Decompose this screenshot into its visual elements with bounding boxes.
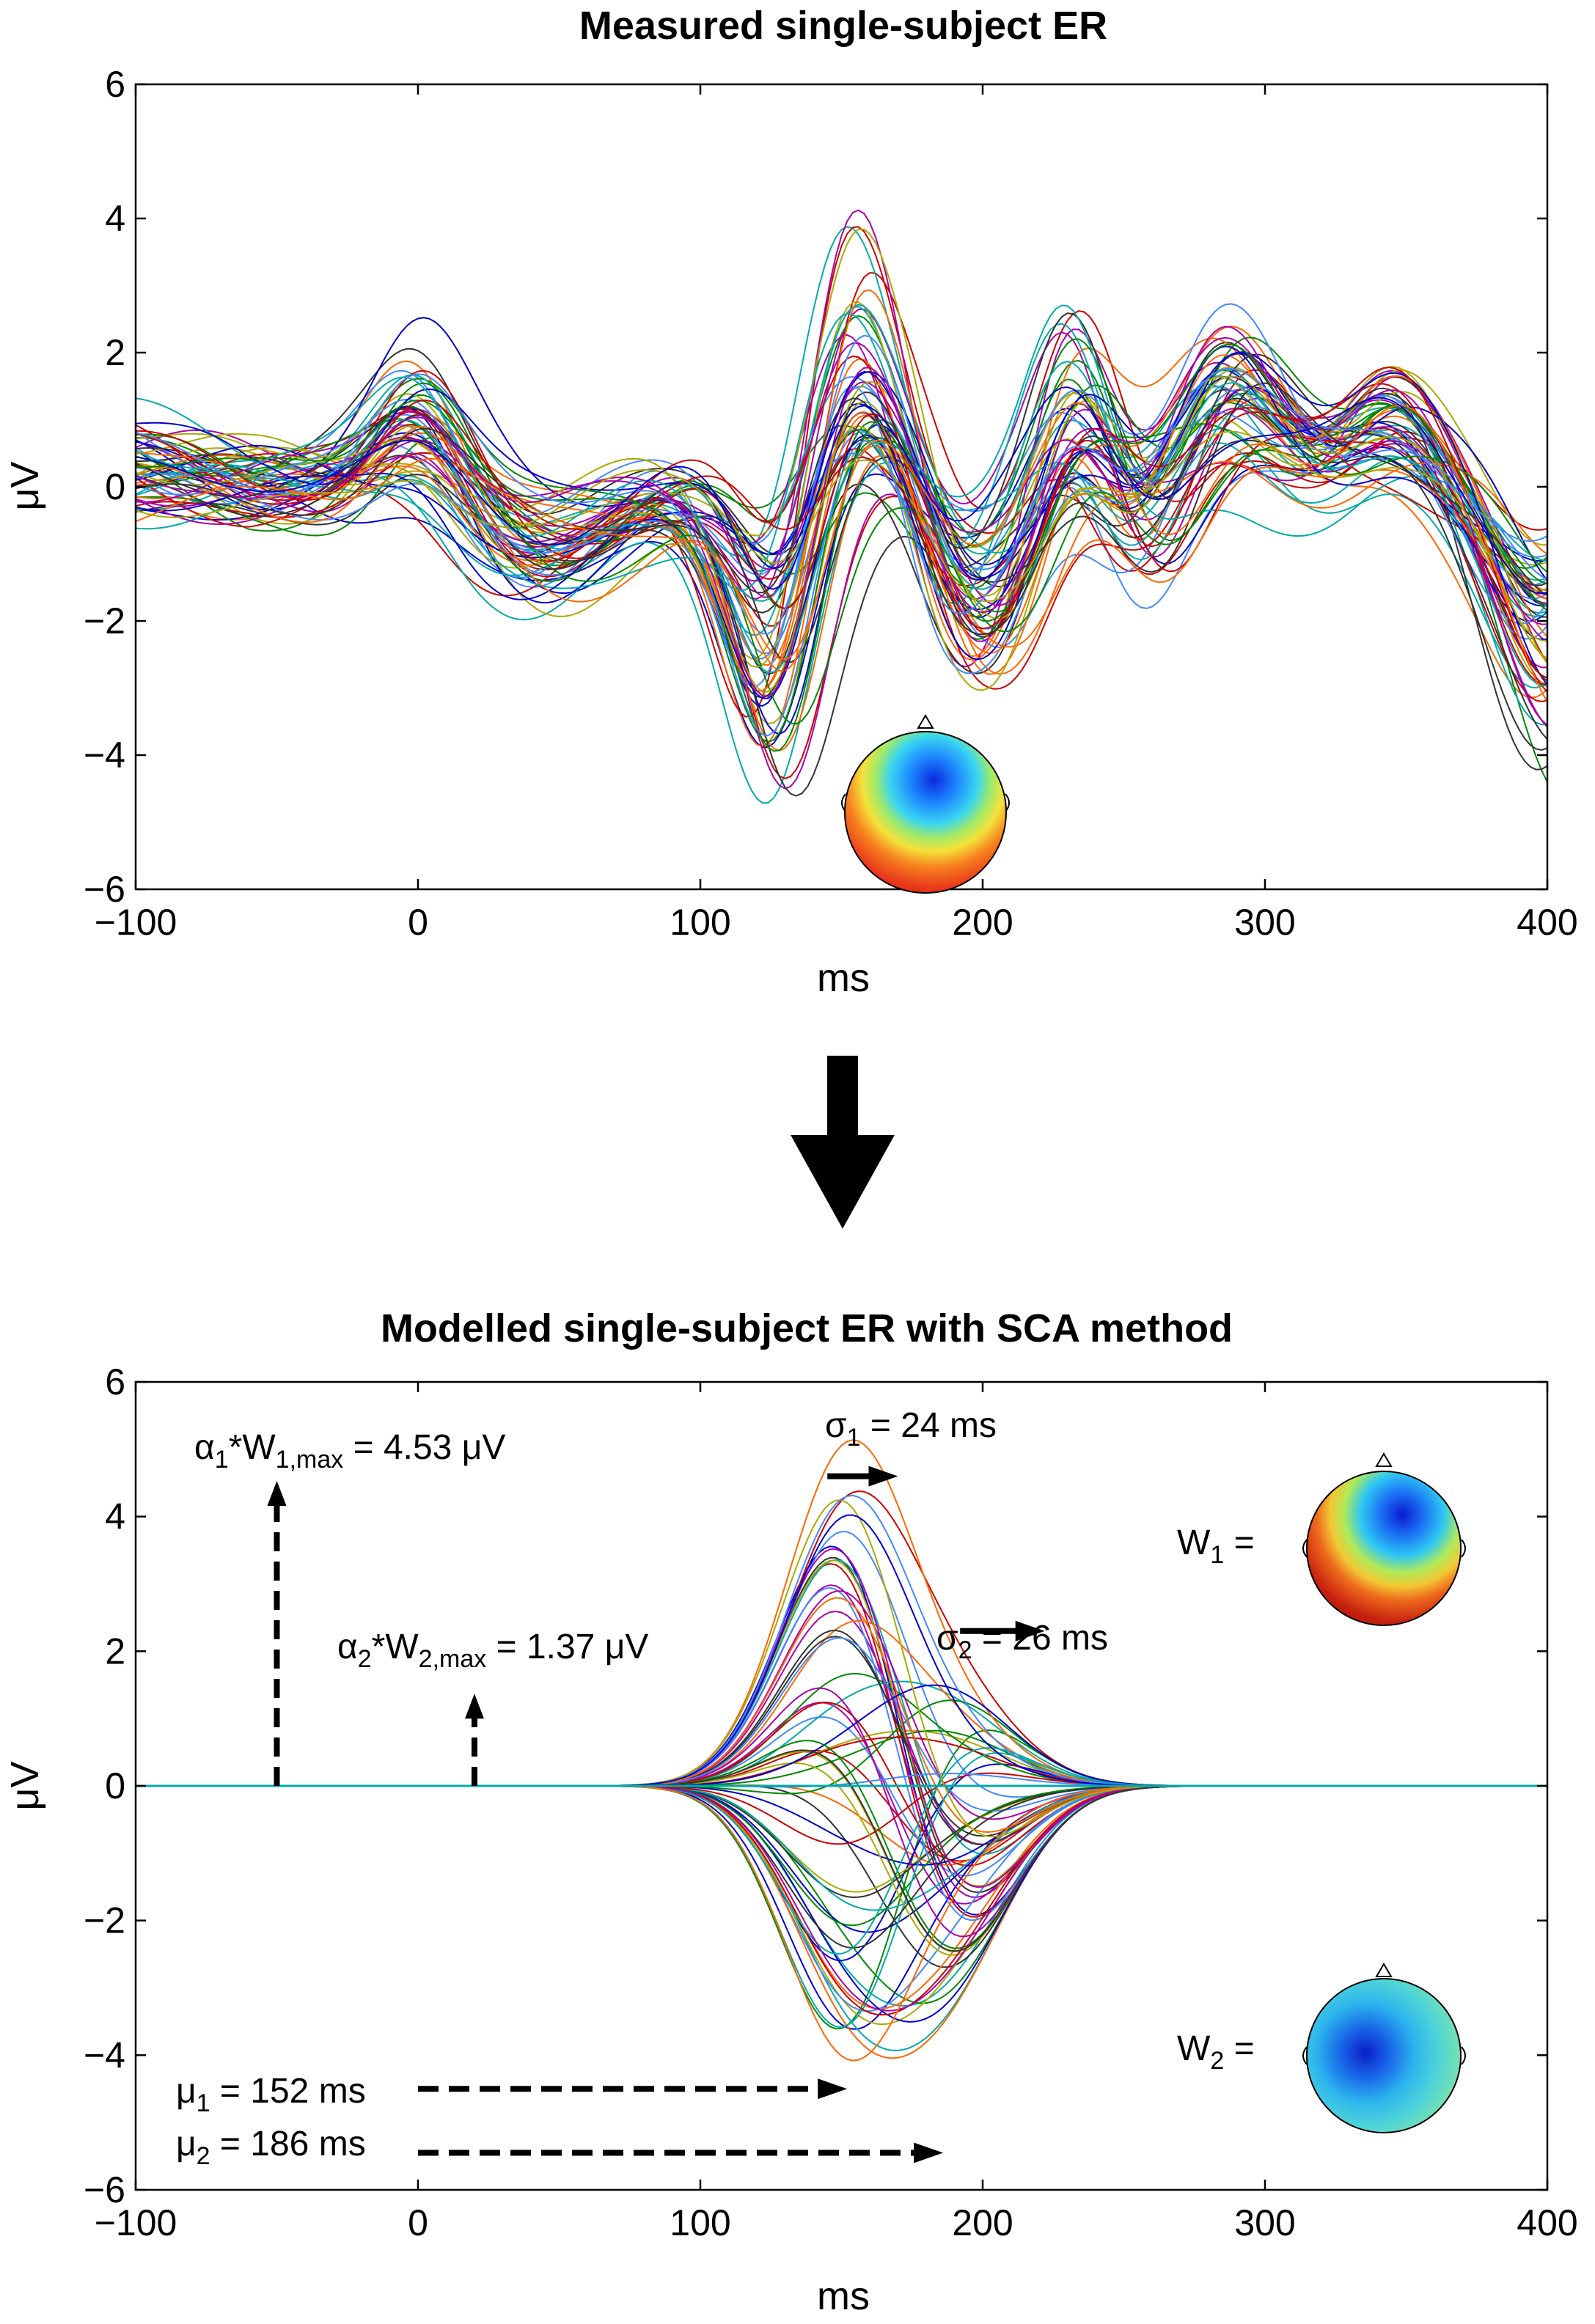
chart1-channel-line <box>136 425 1547 672</box>
chart2-channel-line <box>136 1785 1547 2026</box>
chart1-topography-head <box>841 714 1010 894</box>
x-tick-label: 200 <box>952 902 1013 943</box>
sigma2-arrow-head <box>1015 1620 1045 1641</box>
x-tick-label: −100 <box>95 2202 177 2243</box>
chart1-ticks: −100 0 100 200 300 400 6 4 2 0 −2 −4 −6 <box>84 64 1578 943</box>
chart1-channel-line <box>136 337 1547 609</box>
chart2-channel-line <box>136 1699 1547 1795</box>
chart1-channel-line <box>136 369 1547 693</box>
chart1-channel-line <box>136 304 1547 687</box>
annot-mu2: μ2 = 186 ms <box>176 2125 366 2170</box>
x-tick-label: −100 <box>95 902 177 943</box>
annot-w2: W2 = <box>1177 2029 1255 2075</box>
chart2-channel-line <box>136 1785 1547 2030</box>
chart2-title: Modelled single-subject ER with SCA meth… <box>381 1306 1233 1350</box>
chart2-arrows <box>267 1466 1045 2163</box>
annot-w1: W1 = <box>1177 1523 1255 1569</box>
x-tick-label: 300 <box>1234 2202 1295 2243</box>
chart2-xlabel: ms <box>817 2274 870 2318</box>
chart2-channel-line <box>136 1729 1547 1787</box>
alpha2-arrow-head <box>465 1694 484 1719</box>
chart1-channel-line <box>136 343 1547 752</box>
x-tick-label: 0 <box>408 2202 428 2243</box>
chart1-channel-line <box>136 369 1547 640</box>
mu1-arrow-head <box>818 2078 848 2100</box>
chart2-channel-line <box>136 1672 1547 1787</box>
chart2-channel-line <box>136 1716 1547 1877</box>
chart2-channel-line <box>136 1562 1547 1918</box>
chart1-channel-line <box>136 382 1547 663</box>
chart1-channel-line <box>136 375 1547 625</box>
chart1-xlabel: ms <box>817 956 870 1000</box>
y-tick-label: −4 <box>84 735 125 776</box>
chart1-channel-line <box>136 326 1547 751</box>
chart1-channel-line <box>136 226 1547 718</box>
chart2-traces <box>136 1439 1547 2062</box>
chart2-channel-line <box>136 1785 1547 1933</box>
w2-topography-head <box>1302 1963 1466 2133</box>
x-tick-label: 300 <box>1234 902 1295 943</box>
annot-sigma1: σ1 = 24 ms <box>825 1406 997 1452</box>
annot-alpha1: α1*W1,max = 4.53 μV <box>194 1428 505 1474</box>
y-tick-label: −2 <box>84 1900 125 1941</box>
y-tick-label: 0 <box>105 1765 125 1806</box>
chart1-channel-line <box>136 351 1547 685</box>
x-tick-label: 100 <box>670 2202 730 2243</box>
chart2-channel-line <box>136 1784 1547 1866</box>
sigma1-arrow-head <box>868 1466 898 1487</box>
chart1-channel-line <box>136 301 1547 660</box>
y-tick-label: 2 <box>105 332 125 373</box>
chart2-channel-line <box>136 1636 1547 1837</box>
y-tick-label: 6 <box>105 64 125 105</box>
chart2-channel-line <box>136 1749 1547 1952</box>
annot-alpha2: α2*W2,max = 1.37 μV <box>337 1628 648 1673</box>
y-tick-label: 4 <box>105 1496 125 1537</box>
x-tick-label: 400 <box>1517 2202 1577 2243</box>
y-tick-label: 6 <box>105 1361 125 1402</box>
chart1-channel-line <box>136 312 1547 617</box>
y-tick-label: 2 <box>105 1630 125 1672</box>
chart2-channel-line <box>136 1785 1547 1866</box>
y-tick-label: −4 <box>84 2034 125 2075</box>
x-tick-label: 400 <box>1517 902 1577 943</box>
chart1-channel-line <box>136 367 1547 737</box>
chart2-annotations: α1*W1,max = 4.53 μV α2*W2,max = 1.37 μV … <box>176 1406 1255 2170</box>
x-tick-label: 100 <box>670 902 730 943</box>
chart2-channel-line <box>136 1785 1547 1927</box>
y-tick-label: −6 <box>84 2169 125 2210</box>
chart1-title: Measured single-subject ER <box>579 4 1107 48</box>
y-tick-label: −6 <box>84 869 125 910</box>
chart2-channel-line <box>136 1751 1547 1953</box>
chart1-channel-line <box>136 402 1547 702</box>
chart1-channel-line <box>136 354 1547 692</box>
chart2-ylabel: μV <box>3 1761 47 1810</box>
mu2-arrow-head <box>914 2142 944 2163</box>
chart1-traces <box>136 209 1547 804</box>
x-tick-label: 0 <box>408 902 428 943</box>
down-arrow <box>791 1056 895 1229</box>
x-tick-label: 200 <box>952 2202 1013 2243</box>
chart2-ticks: −100 0 100 200 300 400 6 4 2 0 −2 −4 −6 <box>84 1361 1578 2243</box>
chart2-channel-line <box>136 1785 1547 2012</box>
chart2-channel-line <box>136 1785 1547 2012</box>
chart2-channel-line <box>136 1773 1547 1788</box>
y-tick-label: 0 <box>105 466 125 507</box>
chart1-channel-line <box>136 397 1547 751</box>
chart2-channel-line <box>136 1784 1547 1968</box>
y-tick-label: −2 <box>84 600 125 641</box>
annot-sigma2: σ2 = 26 ms <box>936 1619 1108 1664</box>
chart1-ylabel: μV <box>3 461 47 510</box>
chart1-channel-line <box>136 272 1547 663</box>
chart2-channel-line <box>136 1785 1547 2009</box>
chart2-channel-line <box>136 1762 1547 1956</box>
chart1-channel-line <box>136 386 1547 595</box>
annot-mu1: μ1 = 152 ms <box>176 2072 366 2117</box>
y-tick-label: 4 <box>105 198 125 239</box>
chart2-channel-line <box>136 1785 1547 1899</box>
alpha1-arrow-head <box>267 1480 287 1506</box>
w1-topography-head <box>1302 1452 1466 1626</box>
